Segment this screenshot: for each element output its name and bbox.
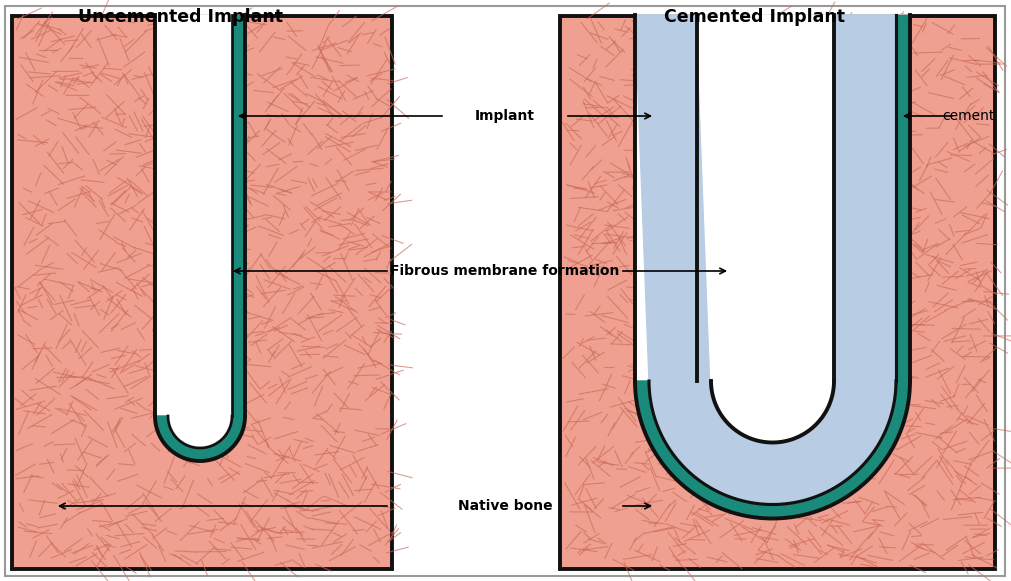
FancyBboxPatch shape: [5, 6, 1005, 576]
Text: Native bone: Native bone: [458, 499, 552, 513]
Polygon shape: [635, 381, 910, 518]
Polygon shape: [697, 15, 834, 443]
Polygon shape: [635, 15, 896, 504]
Text: Fibrous membrane formation: Fibrous membrane formation: [390, 264, 620, 278]
Polygon shape: [155, 15, 232, 448]
Polygon shape: [635, 15, 910, 518]
Bar: [560, 16, 995, 569]
Text: cement: cement: [942, 109, 995, 123]
Text: Uncemented Implant: Uncemented Implant: [78, 8, 282, 26]
Text: Cemented Implant: Cemented Implant: [664, 8, 845, 26]
Text: Implant: Implant: [475, 109, 535, 123]
Polygon shape: [232, 15, 245, 416]
Polygon shape: [896, 15, 910, 381]
Polygon shape: [155, 15, 245, 461]
Polygon shape: [155, 416, 245, 461]
Bar: [12, 16, 392, 569]
